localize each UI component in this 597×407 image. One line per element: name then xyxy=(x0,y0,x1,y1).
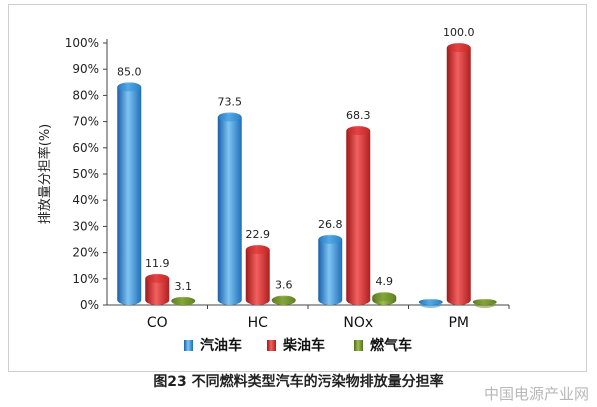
legend-swatch xyxy=(184,340,193,351)
legend-label: 柴油车 xyxy=(282,337,325,354)
bar-top xyxy=(447,44,470,52)
data-label: 85.0 xyxy=(117,65,142,78)
x-category-label: PM xyxy=(448,315,469,331)
y-tick-label: 10% xyxy=(72,272,99,286)
data-label: 3.1 xyxy=(175,280,193,293)
y-tick-label: 30% xyxy=(72,219,99,233)
data-label: 4.9 xyxy=(376,275,394,288)
legend-swatch xyxy=(354,340,363,351)
bar xyxy=(446,43,471,305)
legend-swatch xyxy=(267,340,276,351)
data-label: 100.0 xyxy=(443,26,475,39)
data-label: 26.8 xyxy=(318,218,343,231)
y-tick-label: 50% xyxy=(72,167,99,181)
y-tick-label: 80% xyxy=(72,88,99,102)
bar-top xyxy=(272,296,295,305)
x-category-label: NOx xyxy=(343,315,373,331)
bar-top xyxy=(373,293,396,302)
data-label: 68.3 xyxy=(346,109,371,122)
y-tick-label: 100% xyxy=(65,36,99,50)
figure-caption: 图23 不同燃料类型汽车的污染物排放量分担率 xyxy=(153,374,444,390)
emission-share-chart: 0% 10% 20% 30% 40% 50% 60% 70% 80% 90% 100% 排放量分担率(… xyxy=(37,26,510,354)
bar-top xyxy=(319,235,342,244)
bar xyxy=(318,234,343,305)
x-category-label: CO xyxy=(147,315,168,331)
bar xyxy=(217,112,242,306)
bar-top xyxy=(347,127,370,136)
bar xyxy=(346,126,371,305)
bar-top xyxy=(218,113,241,122)
data-label: 3.6 xyxy=(275,279,293,292)
bar-top xyxy=(172,297,195,306)
y-tick-label: 20% xyxy=(72,246,99,260)
x-category-label: HC xyxy=(248,315,269,331)
bar-top xyxy=(246,246,269,255)
bar xyxy=(117,82,142,305)
legend-label: 汽油车 xyxy=(200,337,242,354)
data-label: 11.9 xyxy=(145,257,170,270)
y-tick-label: 40% xyxy=(72,193,99,207)
watermark-text: 中国电源产业网 xyxy=(483,385,589,403)
legend-label: 燃气车 xyxy=(370,337,412,354)
y-tick-label: 90% xyxy=(72,62,99,76)
chart-frame: 0% 10% 20% 30% 40% 50% 60% 70% 80% 90% 100% 排放量分担率(… xyxy=(8,4,587,372)
y-tick-label: 70% xyxy=(72,115,99,129)
data-label: 22.9 xyxy=(246,228,271,241)
bar xyxy=(245,245,270,305)
bar-top xyxy=(419,300,442,308)
bar-top xyxy=(146,274,169,283)
bar-top xyxy=(473,300,496,308)
y-tick-label: 60% xyxy=(72,141,99,155)
data-label: 73.5 xyxy=(218,95,243,108)
bar-top xyxy=(118,83,141,92)
y-axis-label: 排放量分担率(%) xyxy=(37,124,53,225)
y-tick-label: 0% xyxy=(80,298,99,312)
